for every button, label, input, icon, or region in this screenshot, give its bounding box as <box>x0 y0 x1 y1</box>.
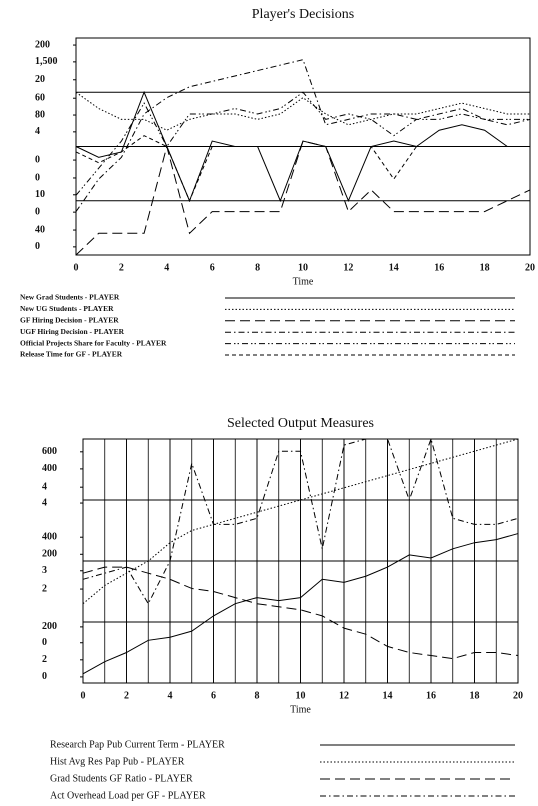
y-tick-label: 0 <box>42 637 47 648</box>
y-tick-label: 0 <box>35 206 40 217</box>
y-tick-label: 4 <box>42 481 47 492</box>
x-axis-label: Time <box>293 276 314 287</box>
legend-label: Hist Avg Res Pap Pub - PLAYER <box>50 756 185 767</box>
legend-label: Official Projects Share for Faculty - PL… <box>20 338 167 347</box>
y-tick-label: 0 <box>35 172 40 183</box>
legend-label: New Grad Students - PLAYER <box>20 293 120 302</box>
x-tick-label: 4 <box>164 262 169 273</box>
y-tick-label: 10 <box>35 189 45 200</box>
y-tick-label: 4 <box>42 497 47 508</box>
y-tick-label: 0 <box>35 154 40 165</box>
legend-label: Release Time for GF - PLAYER <box>20 350 123 359</box>
x-tick-label: 18 <box>470 690 480 701</box>
x-tick-label: 20 <box>513 690 523 701</box>
y-tick-label: 60 <box>35 93 45 104</box>
x-tick-label: 6 <box>210 262 215 273</box>
x-tick-label: 14 <box>389 262 399 273</box>
y-tick-label: 200 <box>35 39 50 50</box>
series-line <box>75 91 530 131</box>
legend-label: UGF Hiring Decision - PLAYER <box>20 327 125 336</box>
x-tick-label: 10 <box>296 690 306 701</box>
x-tick-label: 0 <box>81 690 86 701</box>
x-tick-label: 2 <box>119 262 124 273</box>
x-tick-label: 16 <box>426 690 436 701</box>
series-line <box>75 59 531 212</box>
x-tick-label: 10 <box>298 262 308 273</box>
legend-label: Act Overhead Load per GF - PLAYER <box>50 790 206 801</box>
legend-label: Grad Students GF Ratio - PLAYER <box>50 773 193 784</box>
x-tick-label: 18 <box>480 262 490 273</box>
x-tick-label: 14 <box>383 690 393 701</box>
x-tick-label: 8 <box>255 690 260 701</box>
x-tick-label: 8 <box>255 262 260 273</box>
chart-title: Selected Output Measures <box>227 416 374 431</box>
y-tick-label: 400 <box>42 532 57 543</box>
legend-label: Research Pap Pub Current Term - PLAYER <box>50 739 225 750</box>
x-tick-label: 2 <box>124 690 129 701</box>
y-tick-label: 400 <box>42 463 57 474</box>
series-line <box>75 135 530 203</box>
x-tick-label: 12 <box>339 690 349 701</box>
x-tick-label: 20 <box>525 262 535 273</box>
series-line <box>82 437 519 605</box>
y-tick-label: 80 <box>35 109 45 120</box>
y-tick-label: 200 <box>42 621 57 632</box>
y-tick-label: 1,500 <box>35 56 58 67</box>
series-line <box>75 91 530 196</box>
x-tick-label: 0 <box>74 262 79 273</box>
y-tick-label: 4 <box>35 126 40 137</box>
y-tick-label: 3 <box>42 565 47 576</box>
legend-label: New UG Students - PLAYER <box>20 304 114 313</box>
y-tick-label: 40 <box>35 224 45 235</box>
y-tick-label: 600 <box>42 446 57 457</box>
x-tick-label: 16 <box>434 262 444 273</box>
y-tick-label: 2 <box>42 654 47 665</box>
series-line <box>82 533 519 675</box>
x-tick-label: 12 <box>343 262 353 273</box>
chart-title: Player's Decisions <box>252 7 354 22</box>
series-line <box>82 566 519 660</box>
legend-label: GF Hiring Decision - PLAYER <box>20 316 119 325</box>
x-axis-label: Time <box>290 704 311 715</box>
y-tick-label: 0 <box>42 671 47 682</box>
y-tick-label: 2 <box>42 583 47 594</box>
x-tick-label: 4 <box>168 690 173 701</box>
x-tick-label: 6 <box>211 690 216 701</box>
series-line <box>82 438 519 605</box>
series-line <box>75 140 531 256</box>
y-tick-label: 20 <box>35 74 45 85</box>
y-tick-label: 200 <box>42 549 57 560</box>
y-tick-label: 0 <box>35 241 40 252</box>
